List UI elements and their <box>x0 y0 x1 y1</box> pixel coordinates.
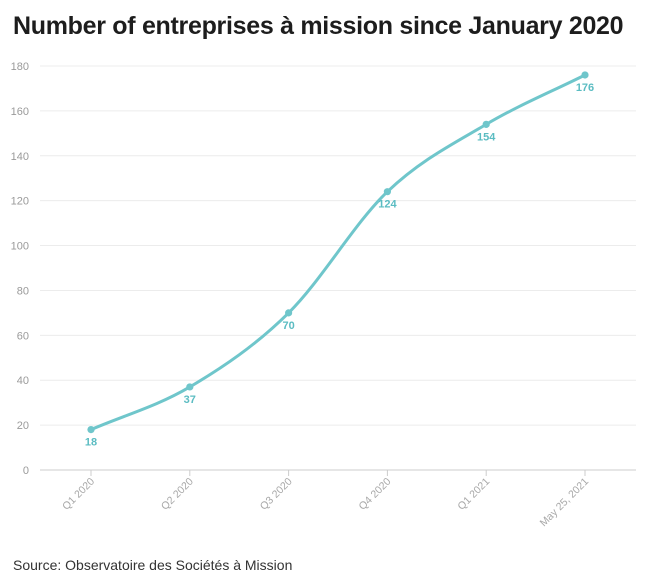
x-tick-label: Q4 2020 <box>357 476 394 513</box>
chart-title: Number of entreprises à mission since Ja… <box>13 12 624 40</box>
x-tick-label: Q3 2020 <box>258 476 295 513</box>
data-point <box>383 188 391 196</box>
y-tick-label: 60 <box>17 330 29 342</box>
data-point <box>87 426 95 434</box>
y-tick-label: 160 <box>11 106 29 118</box>
y-tick-label: 0 <box>23 465 29 477</box>
data-point <box>482 120 490 128</box>
data-labels: 18 37 70 124 154 176 <box>85 82 594 449</box>
x-tick-label: Q1 2021 <box>455 476 492 513</box>
series-line <box>89 73 587 432</box>
source-note: Source: Observatoire des Sociétés à Miss… <box>13 557 293 573</box>
y-axis-ticks: 0 20 40 60 80 100 120 140 160 180 <box>11 61 29 477</box>
data-label: 18 <box>85 437 97 449</box>
y-tick-label: 100 <box>11 241 29 253</box>
data-label: 176 <box>576 82 594 94</box>
y-tick-label: 20 <box>17 420 29 432</box>
y-tick-label: 180 <box>11 61 29 73</box>
y-tick-label: 40 <box>17 375 29 387</box>
x-tick-label: May 25, 2021 <box>538 476 592 530</box>
data-label: 70 <box>282 320 294 332</box>
data-point <box>581 71 589 79</box>
y-tick-label: 120 <box>11 196 29 208</box>
data-label: 154 <box>477 131 496 143</box>
x-axis-ticks: Q1 2020 Q2 2020 Q3 2020 Q4 2020 Q1 2021 May 2… <box>60 470 591 529</box>
grid-lines <box>40 65 636 426</box>
x-tick-label: Q2 2020 <box>159 476 196 513</box>
data-label: 37 <box>184 394 196 406</box>
data-point <box>285 309 293 317</box>
y-tick-label: 140 <box>11 151 29 163</box>
data-point <box>186 383 194 391</box>
y-tick-label: 80 <box>17 285 29 297</box>
x-tick-label: Q1 2020 <box>60 476 97 513</box>
data-label: 124 <box>378 199 397 211</box>
series <box>89 73 587 432</box>
data-points <box>87 71 589 434</box>
